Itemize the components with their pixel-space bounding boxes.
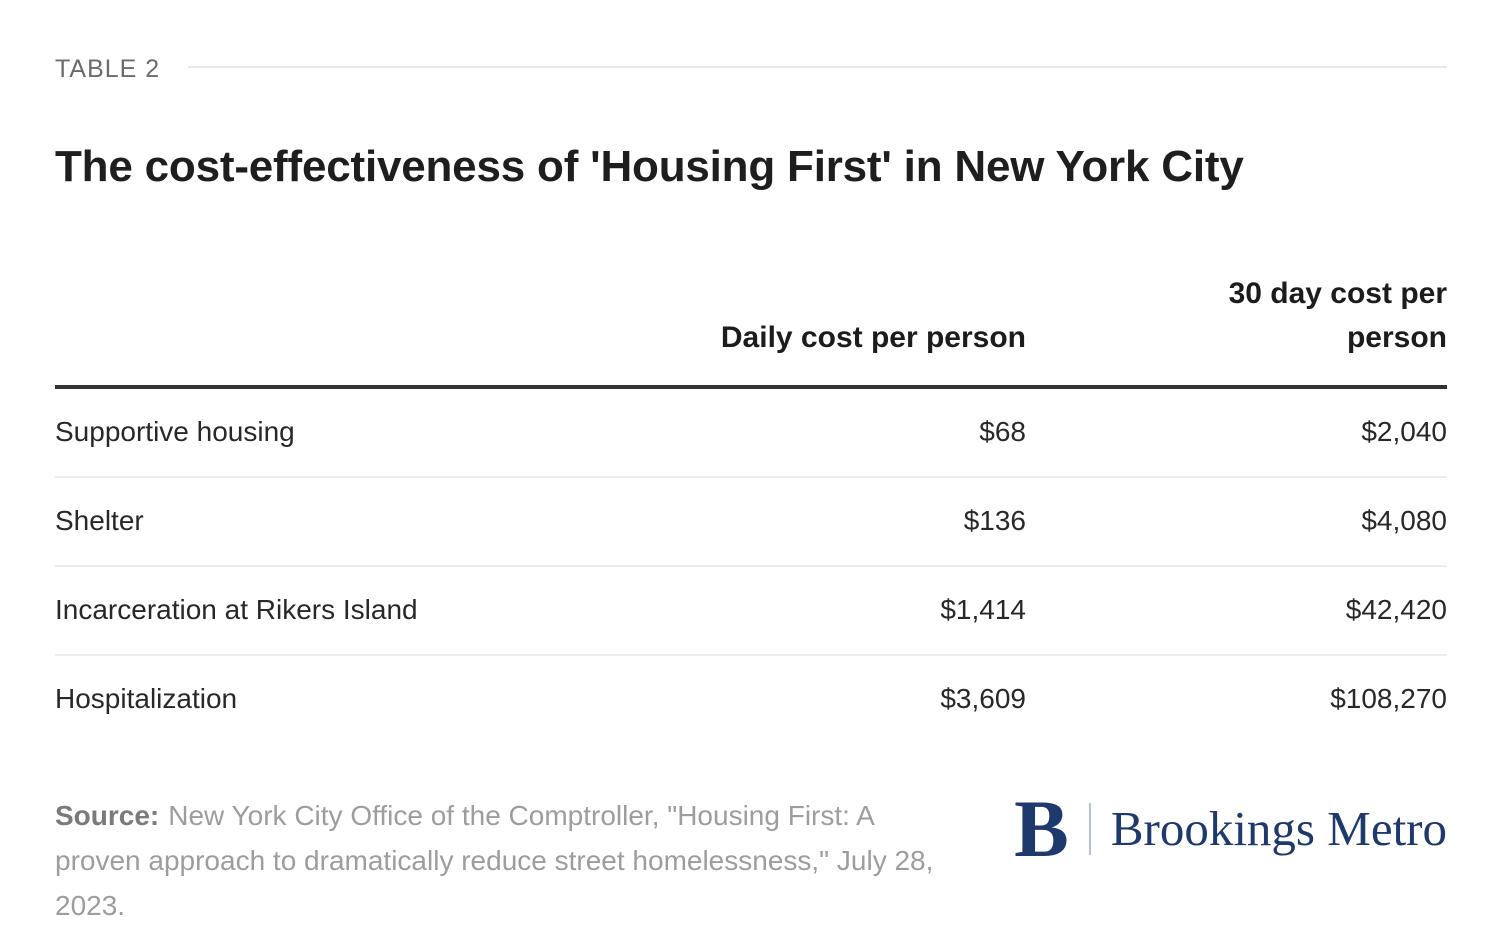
row-label: Supportive housing — [55, 386, 625, 478]
monthly-cost-value: $108,270 — [1330, 682, 1447, 714]
column-header-category — [55, 271, 625, 389]
brookings-wordmark: Brookings Metro — [1110, 801, 1447, 857]
monthly-cost-value: $4,080 — [1026, 476, 1447, 567]
kicker-divider-line — [188, 65, 1447, 68]
table-row: Incarceration at Rikers Island $1,414 $4… — [55, 565, 1447, 656]
source-text: New York City Office of the Comptroller,… — [55, 799, 934, 921]
kicker-row: TABLE 2 — [55, 55, 1447, 84]
daily-cost-value: $3,609 — [940, 682, 1026, 714]
brookings-monogram: B — [1014, 782, 1069, 874]
daily-cost-value: $1,414 — [625, 565, 1026, 656]
table-number-label: TABLE 2 — [55, 55, 161, 83]
table-row: Hospitalization $3,609 $108,270 — [55, 655, 1447, 743]
row-label: Incarceration at Rikers Island — [55, 565, 625, 656]
row-label: Shelter — [55, 476, 625, 567]
table-row: Supportive housing $68 $2,040 — [55, 386, 1447, 478]
table-header-row: Daily cost per person 30 day cost per pe… — [55, 271, 1447, 389]
column-header-30day-cost-label: 30 day cost per person — [1228, 276, 1447, 354]
daily-cost-value: $136 — [625, 476, 1026, 567]
cost-table: Daily cost per person 30 day cost per pe… — [55, 271, 1447, 743]
monthly-cost-value: $2,040 — [1026, 386, 1447, 478]
source-label: Source: — [55, 799, 160, 831]
brookings-metro-logo: B Brookings Metro — [1014, 782, 1447, 874]
column-header-30day-cost: 30 day cost per person — [1026, 271, 1447, 389]
column-header-daily-cost: Daily cost per person — [625, 271, 1026, 389]
figure-title: The cost-effectiveness of 'Housing First… — [55, 142, 1244, 191]
monthly-cost-value: $42,420 — [1026, 565, 1447, 656]
row-label: Hospitalization — [55, 682, 238, 714]
table-row: Shelter $136 $4,080 — [55, 476, 1447, 567]
daily-cost-value: $68 — [625, 386, 1026, 478]
logo-divider-line — [1088, 802, 1091, 855]
source-note: Source: New York City Office of the Compt… — [55, 793, 935, 928]
figure-footer: Source: New York City Office of the Compt… — [55, 782, 1447, 928]
column-header-daily-cost-label: Daily cost per person — [720, 320, 1026, 354]
